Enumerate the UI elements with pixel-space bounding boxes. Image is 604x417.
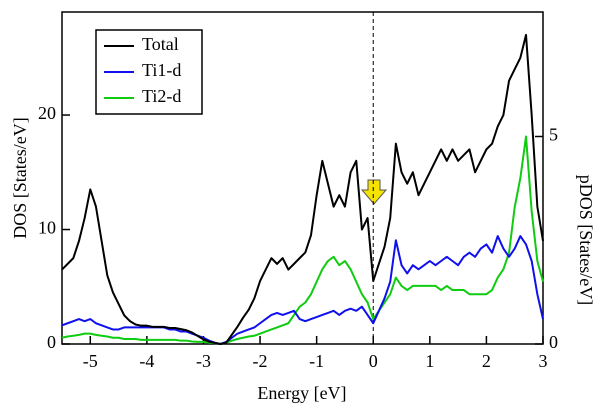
series-line [61,235,544,345]
y-tick-label: 0 [47,332,56,352]
legend-box [95,29,203,115]
y2-tick-label: 0 [549,332,558,352]
y2-axis-label: pDOS [States/eV] [576,175,596,305]
y-axis-label: DOS [States/eV] [10,117,30,238]
x-tick-label: -4 [139,351,154,371]
series-line [61,135,544,345]
series-line [61,33,544,345]
plot-frame [61,11,544,345]
y2-tick-label: 5 [549,125,558,145]
x-tick-label: -1 [309,351,324,371]
x-axis-label: Energy [eV] [257,383,346,403]
x-tick-label: -3 [196,351,211,371]
x-tick-label: 0 [369,351,378,371]
y-tick-label: 20 [38,103,56,123]
x-tick-label: -2 [253,351,268,371]
y-tick-label: 10 [38,218,56,238]
fermi-arrow [360,179,388,205]
x-tick-label: 2 [482,351,491,371]
legend-label: Ti1-d [142,60,181,80]
x-tick-label: 3 [539,351,548,371]
legend-label: Total [142,34,179,54]
x-tick-label: -5 [83,351,98,371]
legend-label: Ti2-d [142,86,181,106]
x-tick-label: 1 [425,351,434,371]
